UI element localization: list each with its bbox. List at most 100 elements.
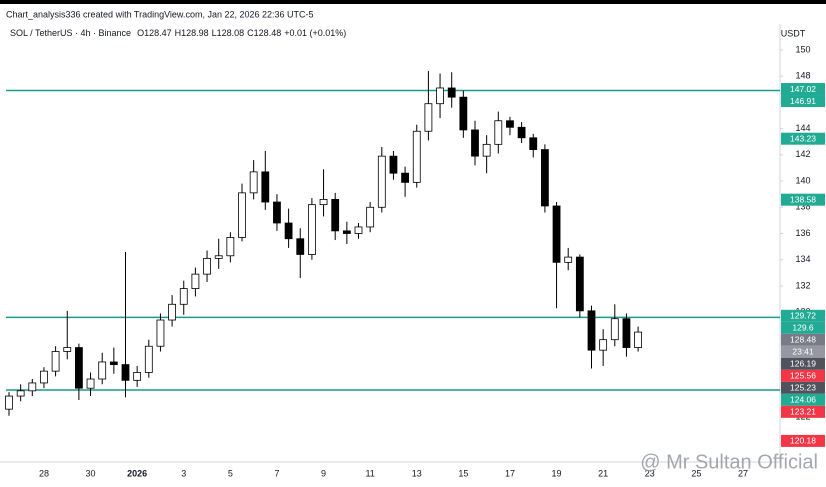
price-tag-label: 147.02 xyxy=(790,84,816,94)
candle-body xyxy=(63,347,72,352)
candle-body xyxy=(226,237,235,257)
candle-body xyxy=(564,256,573,263)
x-tick-label: 15 xyxy=(458,468,468,478)
candle-body xyxy=(471,129,479,157)
candle-body xyxy=(424,103,433,132)
candle-body xyxy=(587,310,596,351)
ohlc-value: +0.01 (+0.01%) xyxy=(284,28,346,38)
ohlc-value: O128.47 xyxy=(137,28,172,38)
price-tag-label: 124.06 xyxy=(790,395,816,405)
price-tag xyxy=(781,405,825,418)
credit: Chart_analysis336 created with TradingVi… xyxy=(6,9,314,19)
x-tick-label: 5 xyxy=(228,468,233,478)
x-tick-label: 3 xyxy=(181,468,186,478)
x-tick-label: 2026 xyxy=(127,468,147,478)
x-tick-label: 30 xyxy=(86,468,96,478)
candle-body xyxy=(622,318,631,348)
candle-body xyxy=(238,192,246,238)
candle-body xyxy=(541,149,549,207)
candle-body xyxy=(284,222,293,240)
candle-body xyxy=(191,273,200,289)
candle-body xyxy=(517,126,526,139)
y-tick-label: 140 xyxy=(795,175,810,185)
y-tick-label: 132 xyxy=(795,280,810,290)
candle-body xyxy=(401,172,410,183)
symbol-title: SOL / TetherUS · 4h · Binance xyxy=(10,28,131,38)
price-tag xyxy=(781,393,825,406)
price-tag xyxy=(781,381,825,394)
price-tag-label: 128.48 xyxy=(790,335,816,345)
price-tag xyxy=(781,333,825,346)
x-tick-label: 28 xyxy=(39,468,49,478)
y-tick-label: 134 xyxy=(795,254,810,264)
candle-body xyxy=(109,361,118,365)
price-tag xyxy=(781,309,825,322)
candle-body xyxy=(296,238,305,255)
candle-body xyxy=(144,345,153,373)
candle-body xyxy=(16,390,25,397)
candle-body xyxy=(121,364,130,381)
y-tick-label: 142 xyxy=(795,149,810,159)
price-tag xyxy=(781,369,825,382)
candle-body xyxy=(5,395,13,410)
candle-body xyxy=(575,256,584,312)
ohlc-value: H128.98 xyxy=(175,28,209,38)
price-tag-label: 125.23 xyxy=(790,383,816,393)
candle-body xyxy=(86,378,95,389)
price-tag-label: 126.19 xyxy=(790,359,816,369)
candle-body xyxy=(133,372,142,381)
price-tag xyxy=(781,193,825,206)
price-tag-label: 129.72 xyxy=(790,311,816,321)
price-tag xyxy=(781,321,825,334)
ohlc-value: L128.08 xyxy=(212,28,245,38)
price-tag-label: 143.23 xyxy=(790,133,816,143)
candle-body xyxy=(179,288,188,305)
candle-body xyxy=(261,171,270,203)
candle-body xyxy=(40,370,48,384)
ohlc-value: C128.48 xyxy=(247,28,281,38)
candle-body xyxy=(412,130,421,183)
candle-body xyxy=(319,199,328,206)
candle-body xyxy=(529,137,538,150)
candle-body xyxy=(377,155,386,208)
price-tag-label: 125.56 xyxy=(790,371,816,381)
candle-body xyxy=(249,171,258,194)
candle-body xyxy=(331,199,340,232)
candle-body xyxy=(28,382,37,392)
y-tick-label: 144 xyxy=(795,123,810,133)
candle-body xyxy=(307,204,316,255)
y-tick-label: 150 xyxy=(795,44,810,54)
candle-body xyxy=(354,226,363,234)
candle-body xyxy=(51,351,60,372)
y-tick-label: 136 xyxy=(795,228,810,238)
price-tag-label: 138.58 xyxy=(790,194,816,204)
watermark: @ Mr Sultan Official xyxy=(640,451,818,473)
candle-body xyxy=(482,143,491,157)
x-tick-label: 25 xyxy=(691,468,701,478)
candle-body xyxy=(75,347,83,389)
candle-body xyxy=(634,331,642,348)
x-tick-label: 23 xyxy=(645,468,655,478)
candle-body xyxy=(459,96,468,131)
y-tick-label: 138 xyxy=(795,202,810,212)
x-tick-label: 27 xyxy=(738,468,748,478)
x-tick-label: 21 xyxy=(598,468,608,478)
x-tick-label: 9 xyxy=(321,468,326,478)
candle-body xyxy=(436,87,444,105)
candle-body xyxy=(214,255,223,259)
price-tag xyxy=(781,357,825,370)
candle-body xyxy=(552,205,561,263)
x-tick-label: 11 xyxy=(365,468,374,478)
x-tick-label: 17 xyxy=(505,468,515,478)
price-tag xyxy=(781,83,825,96)
candle-body xyxy=(156,319,165,347)
top-bar xyxy=(0,0,826,4)
candle-body xyxy=(447,87,456,98)
price-tag-label: 120.18 xyxy=(790,436,816,446)
candle-body xyxy=(342,230,351,234)
price-tag xyxy=(781,434,825,447)
candle-body xyxy=(203,258,211,275)
symbol-header: SOL / TetherUS · 4h · Binance O128.47 H128… xyxy=(10,28,346,38)
